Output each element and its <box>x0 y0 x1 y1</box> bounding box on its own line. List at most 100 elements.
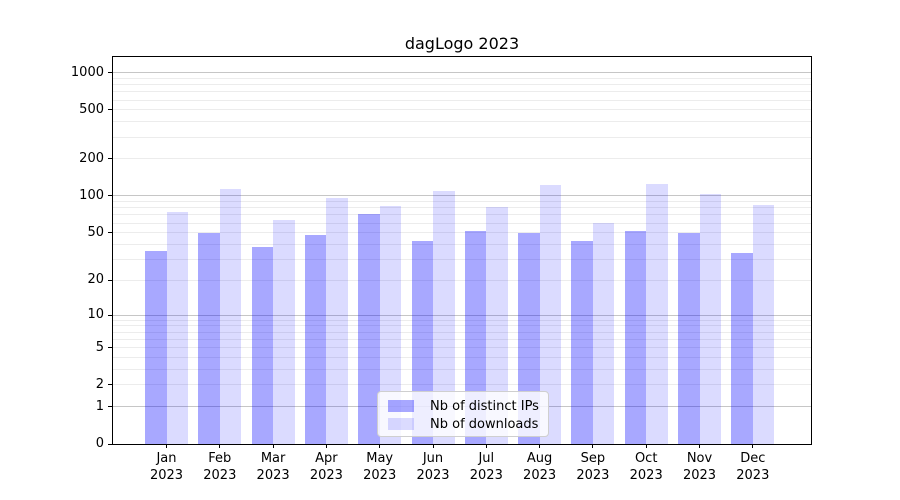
bar-nb-of-downloads-jun <box>433 191 455 444</box>
y-axis-tick <box>108 232 112 234</box>
y-axis-tick-label: 2 <box>95 376 104 392</box>
y-axis-tick-label: 0 <box>95 436 104 451</box>
y-axis-tick <box>108 314 112 316</box>
gridline-minor <box>113 347 811 349</box>
x-axis-tick <box>485 444 487 448</box>
gridline-minor <box>113 207 811 209</box>
y-axis-tick <box>108 347 112 349</box>
gridline-minor <box>113 214 811 216</box>
y-axis-tick <box>108 72 112 74</box>
plot-area <box>112 56 812 445</box>
gridline-minor <box>113 99 811 101</box>
gridline-minor <box>113 338 811 340</box>
gridline-minor <box>113 109 811 111</box>
gridline-minor <box>113 279 811 281</box>
x-axis-tick-label: Sep 2023 <box>576 451 610 483</box>
x-axis-tick <box>432 444 434 448</box>
bar-nb-of-distinct-ips-sep <box>571 240 593 444</box>
bar-nb-of-downloads-dec <box>752 205 775 444</box>
gridline-major <box>113 72 811 74</box>
y-axis-tick <box>108 109 112 111</box>
bar-nb-of-distinct-ips-jan <box>145 251 167 444</box>
y-axis-tick <box>108 406 112 408</box>
gridline-major <box>113 195 811 197</box>
x-axis-tick-label: Apr 2023 <box>309 451 343 483</box>
bar-nb-of-downloads-jan <box>166 211 188 444</box>
gridline-minor <box>113 201 811 203</box>
bar-nb-of-distinct-ips-mar <box>251 247 274 444</box>
gridline-minor <box>113 84 811 86</box>
legend-swatch-distinct-ips <box>388 400 414 412</box>
x-axis-tick <box>379 444 381 448</box>
y-axis-tick <box>108 158 112 160</box>
gridline-minor <box>113 258 811 260</box>
bar-nb-of-distinct-ips-apr <box>304 234 327 444</box>
gridline-minor <box>113 243 811 245</box>
y-axis-tick-label: 100 <box>79 187 104 203</box>
x-axis-tick <box>539 444 541 448</box>
gridline-minor <box>113 325 811 327</box>
gridline-minor <box>113 158 811 160</box>
gridline-minor <box>113 77 811 79</box>
x-axis-tick-label: Mar 2023 <box>256 451 290 483</box>
bar-nb-of-distinct-ips-may <box>358 214 380 444</box>
x-axis-tick <box>645 444 647 448</box>
x-axis-tick <box>325 444 327 448</box>
gridline-minor <box>113 136 811 138</box>
bar-nb-of-distinct-ips-feb <box>198 232 220 444</box>
gridline-minor <box>113 368 811 370</box>
x-axis-tick <box>272 444 274 448</box>
x-axis-tick-label: Feb 2023 <box>203 451 237 483</box>
x-axis-tick <box>752 444 754 448</box>
x-axis-tick-label: Oct 2023 <box>629 451 663 483</box>
x-axis-tick-label: May 2023 <box>363 451 397 483</box>
bar-nb-of-downloads-mar <box>273 220 295 444</box>
gridline-minor <box>113 91 811 93</box>
gridline-major <box>113 314 811 316</box>
x-axis-tick <box>219 444 221 448</box>
gridline-minor <box>113 384 811 386</box>
x-axis-tick-label: Aug 2023 <box>523 451 557 483</box>
bar-nb-of-downloads-sep <box>592 223 615 444</box>
y-axis-tick <box>108 443 112 445</box>
y-axis-tick-label: 50 <box>87 224 104 240</box>
chart-legend: Nb of distinct IPs Nb of downloads <box>377 391 549 437</box>
bar-nb-of-downloads-may <box>379 206 402 444</box>
bar-nb-of-downloads-aug <box>539 185 562 444</box>
y-axis-tick <box>108 384 112 386</box>
legend-entry-downloads: Nb of downloads <box>388 415 548 433</box>
legend-label-distinct-ips: Nb of distinct IPs <box>430 398 539 414</box>
y-axis-tick-label: 5 <box>95 339 104 355</box>
y-axis-tick-label: 20 <box>87 272 104 288</box>
gridline-minor <box>113 319 811 321</box>
legend-swatch-downloads <box>388 418 414 430</box>
x-axis-tick <box>699 444 700 448</box>
legend-label-downloads: Nb of downloads <box>430 416 539 432</box>
bar-nb-of-downloads-feb <box>219 188 242 444</box>
gridline-minor <box>113 331 811 333</box>
y-axis-tick-label: 1000 <box>70 64 104 80</box>
y-axis-tick-label: 1 <box>95 398 104 414</box>
bar-nb-of-downloads-nov <box>699 193 721 444</box>
chart-title: dagLogo 2023 <box>404 34 520 53</box>
bar-nb-of-downloads-oct <box>646 183 668 444</box>
y-axis-tick-label: 200 <box>79 150 104 166</box>
x-axis-tick <box>592 444 594 448</box>
y-axis-tick-label: 10 <box>87 307 104 323</box>
gridline-minor <box>113 232 811 234</box>
bar-nb-of-distinct-ips-oct <box>624 230 647 444</box>
bar-nb-of-distinct-ips-nov <box>678 232 700 444</box>
x-axis-tick-label: Jul 2023 <box>469 451 503 483</box>
legend-entry-distinct-ips: Nb of distinct IPs <box>388 397 548 415</box>
x-axis-tick <box>166 444 167 448</box>
x-axis-tick-label: Jan 2023 <box>149 451 184 483</box>
x-axis-tick-label: Jun 2023 <box>416 451 450 483</box>
bar-nb-of-downloads-jul <box>486 207 508 444</box>
bar-nb-of-downloads-apr <box>326 197 348 444</box>
x-axis-tick-label: Nov 2023 <box>682 451 717 483</box>
gridline-minor <box>113 121 811 123</box>
x-axis-tick-label: Dec 2023 <box>736 451 770 483</box>
gridline-minor <box>113 356 811 358</box>
y-axis-tick-label: 500 <box>79 101 104 117</box>
